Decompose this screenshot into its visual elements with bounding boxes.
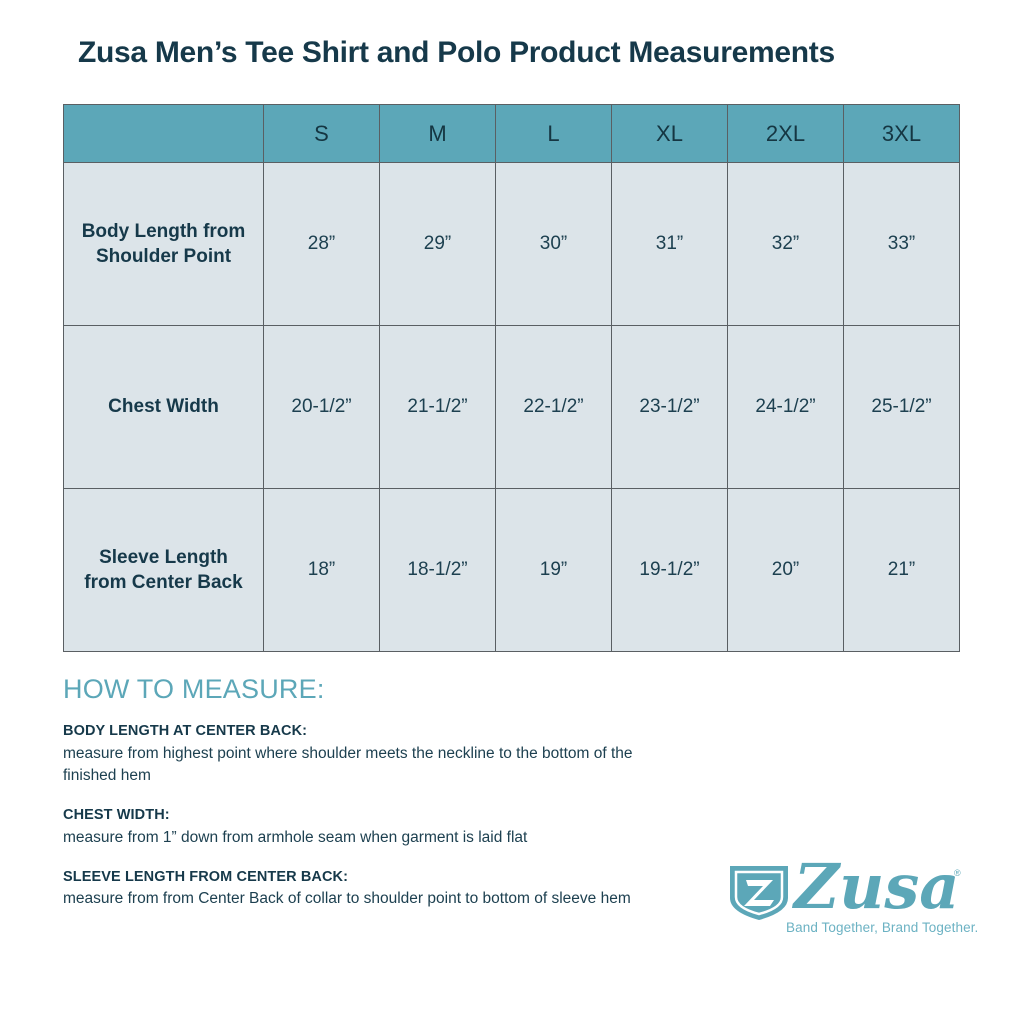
cell-sleeve-length-s: 18” — [263, 488, 380, 652]
measure-title-body-length: BODY LENGTH AT CENTER BACK: — [63, 723, 308, 739]
cell-sleeve-length-xl: 19-1/2” — [611, 488, 728, 652]
table-row: Body Length from Shoulder Point 28” 29” … — [63, 162, 960, 326]
measure-block-body-length: BODY LENGTH AT CENTER BACK: measure from… — [63, 721, 723, 787]
cell-body-length-xl: 31” — [611, 162, 728, 326]
cell-chest-width-l: 22-1/2” — [495, 325, 612, 489]
zusa-wordmark-text: Zusa — [791, 862, 959, 922]
measure-block-sleeve-length: SLEEVE LENGTH FROM CENTER BACK: measure … — [63, 867, 723, 911]
table-body: Body Length from Shoulder Point 28” 29” … — [63, 162, 960, 652]
column-header-2xl: 2XL — [727, 104, 844, 163]
cell-body-length-2xl: 32” — [727, 162, 844, 326]
measure-title-sleeve-length: SLEEVE LENGTH FROM CENTER BACK: — [63, 868, 349, 885]
table-header: S M L XL 2XL 3XL — [63, 104, 960, 163]
measurements-table: S M L XL 2XL 3XL Body Length from Should… — [63, 104, 960, 652]
column-header-3xl: 3XL — [843, 104, 960, 163]
column-header-xl: XL — [611, 104, 728, 163]
how-to-measure-section: HOW TO MEASURE: BODY LENGTH AT CENTER BA… — [63, 676, 723, 910]
registered-trademark-icon: ® — [954, 868, 961, 878]
shield-z-monogram-icon — [744, 880, 774, 906]
cell-sleeve-length-m: 18-1/2” — [379, 488, 496, 652]
cell-chest-width-s: 20-1/2” — [263, 325, 380, 489]
column-header-l: L — [495, 104, 612, 163]
measure-block-chest-width: CHEST WIDTH: measure from 1” down from a… — [63, 805, 723, 849]
cell-body-length-l: 30” — [495, 162, 612, 326]
column-header-m: M — [379, 104, 496, 163]
measure-body-sleeve-length: measure from from Center Back of collar … — [63, 890, 631, 908]
cell-sleeve-length-2xl: 20” — [727, 488, 844, 652]
measure-body-body-length: measure from highest point where shoulde… — [63, 744, 633, 784]
zusa-logo: Zusa ® Band Together, Brand Together. — [726, 862, 979, 952]
shield-inner-outline-icon — [734, 870, 784, 916]
table-row: Sleeve Length from Center Back 18” 18-1/… — [63, 488, 960, 652]
page-title: Zusa Men’s Tee Shirt and Polo Product Me… — [78, 36, 835, 69]
table-row: Chest Width 20-1/2” 21-1/2” 22-1/2” 23-1… — [63, 325, 960, 489]
size-table-container: S M L XL 2XL 3XL Body Length from Should… — [63, 104, 960, 652]
measure-body-chest-width: measure from 1” down from armhole seam w… — [63, 828, 528, 846]
row-label-sleeve-length: Sleeve Length from Center Back — [63, 488, 264, 652]
row-label-body-length: Body Length from Shoulder Point — [63, 162, 264, 326]
row-label-chest-width: Chest Width — [63, 325, 264, 489]
logo-tagline: Band Together, Brand Together. — [786, 920, 979, 935]
table-header-row: S M L XL 2XL 3XL — [63, 104, 960, 163]
cell-body-length-3xl: 33” — [843, 162, 960, 326]
cell-chest-width-2xl: 24-1/2” — [727, 325, 844, 489]
cell-chest-width-m: 21-1/2” — [379, 325, 496, 489]
cell-chest-width-xl: 23-1/2” — [611, 325, 728, 489]
cell-chest-width-3xl: 25-1/2” — [843, 325, 960, 489]
measure-title-chest-width: CHEST WIDTH: — [63, 806, 170, 823]
column-header-s: S — [263, 104, 380, 163]
cell-sleeve-length-3xl: 21” — [843, 488, 960, 652]
cell-body-length-s: 28” — [263, 162, 380, 326]
cell-sleeve-length-l: 19” — [495, 488, 612, 652]
how-to-measure-heading: HOW TO MEASURE: — [63, 674, 325, 704]
table-corner-cell — [63, 104, 264, 163]
cell-body-length-m: 29” — [379, 162, 496, 326]
zusa-logo-graphic: Zusa ® — [730, 862, 961, 922]
